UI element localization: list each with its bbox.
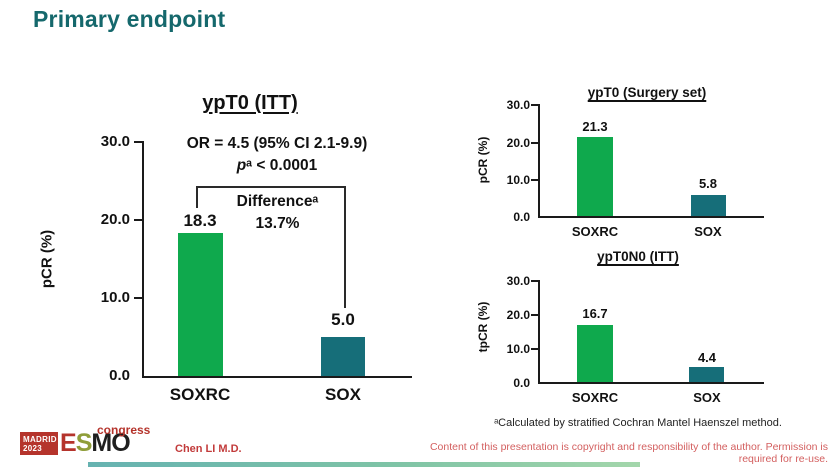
logo-year: 2023	[23, 444, 42, 454]
category-label-sox: SOX	[694, 224, 722, 239]
y-tick-label: 0.0	[513, 210, 530, 224]
category-label-sox: SOX	[325, 385, 361, 404]
y-tick-label: 20.0	[506, 136, 530, 150]
value-label-sox: 5.8	[698, 176, 718, 191]
y-axis-label: pCR (%)	[476, 136, 490, 184]
y-tick	[531, 104, 538, 106]
category-label-soxrc: SOXRC	[571, 224, 619, 239]
bracket-right-arm	[344, 186, 346, 308]
category-label-soxrc: SOXRC	[571, 390, 619, 405]
p-value-text: ᵃ < 0.0001	[246, 157, 318, 174]
madrid-2023-badge: MADRID 2023	[20, 432, 58, 455]
chart-title: ypT0N0 (ITT)	[597, 249, 679, 264]
y-tick	[531, 314, 538, 316]
bottom-accent-strip	[88, 462, 640, 467]
bar-soxrc	[178, 233, 223, 376]
y-axis	[538, 104, 540, 218]
y-tick-label: 0.0	[109, 367, 130, 384]
x-axis	[142, 376, 412, 378]
y-tick-label: 20.0	[100, 211, 130, 228]
y-tick-label: 20.0	[506, 308, 530, 322]
bracket-horizontal	[196, 186, 346, 188]
or-annotation: OR = 4.5 (95% CI 2.1-9.9)	[186, 135, 368, 152]
y-tick-label: 0.0	[513, 376, 530, 390]
y-tick-label: 10.0	[506, 173, 530, 187]
difference-value: 13.7%	[255, 215, 300, 232]
value-label-soxrc: 21.3	[582, 119, 608, 134]
y-tick	[134, 219, 142, 221]
congress-label: congress	[97, 423, 151, 437]
value-label-soxrc: 16.7	[582, 306, 608, 321]
value-label-sox: 4.4	[697, 350, 717, 365]
y-tick-label: 30.0	[506, 98, 530, 112]
y-tick	[531, 280, 538, 282]
bar-soxrc	[577, 325, 613, 382]
bar-sox	[689, 367, 724, 382]
esmo-wordmark: ESMO	[60, 429, 131, 457]
y-tick-label: 10.0	[100, 289, 130, 306]
esmo-letter-s: S	[75, 429, 93, 457]
chart-title: ypT0 (Surgery set)	[587, 85, 707, 100]
logo-venue: MADRID	[23, 435, 57, 444]
p-value-annotation: pᵃ < 0.0001	[155, 157, 399, 175]
y-tick-label: 30.0	[100, 133, 130, 150]
bar-sox	[691, 195, 726, 216]
copyright-disclaimer: Content of this presentation is copyrigh…	[429, 441, 828, 465]
category-label-sox: SOX	[693, 390, 721, 405]
y-tick	[134, 297, 142, 299]
x-axis	[538, 382, 764, 384]
method-footnote: ᵃCalculated by stratified Cochran Mantel…	[494, 417, 782, 429]
value-label-soxrc: 18.3	[183, 211, 217, 230]
author-credit: Chen LI M.D.	[175, 443, 242, 455]
p-symbol: p	[236, 157, 247, 174]
y-tick	[531, 179, 538, 181]
y-axis-label: pCR (%)	[38, 229, 56, 289]
bar-sox	[321, 337, 365, 376]
y-tick	[531, 142, 538, 144]
chart-title: ypT0 (ITT)	[202, 92, 298, 114]
y-axis	[538, 280, 540, 384]
bracket-left-arm	[196, 186, 198, 208]
y-tick-label: 10.0	[506, 342, 530, 356]
category-label-soxrc: SOXRC	[169, 385, 231, 404]
y-tick	[134, 141, 142, 143]
value-label-sox: 5.0	[331, 310, 355, 329]
difference-label: Differenceᵃ	[236, 193, 319, 210]
esmo-letter-o: O	[111, 429, 130, 457]
bar-soxrc	[577, 137, 613, 216]
slide-title: Primary endpoint	[33, 6, 226, 32]
y-axis	[142, 141, 144, 378]
x-axis	[538, 216, 764, 218]
esmo-letter-e: E	[60, 429, 77, 457]
y-axis-label: tpCR (%)	[476, 301, 490, 353]
y-tick	[531, 348, 538, 350]
y-tick-label: 30.0	[506, 274, 530, 288]
esmo-letter-m: M	[91, 429, 112, 457]
